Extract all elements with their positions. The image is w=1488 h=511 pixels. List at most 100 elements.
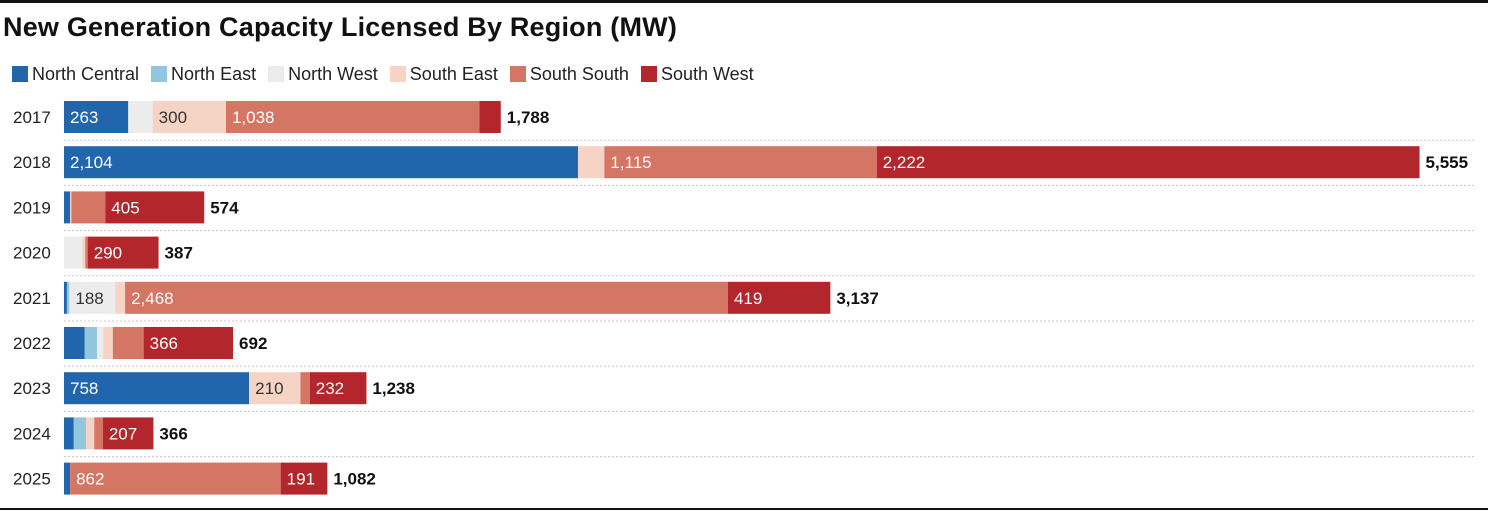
total-label-2025: 1,082 <box>333 470 376 489</box>
year-label-2019: 2019 <box>13 198 51 217</box>
legend-swatch <box>151 66 168 82</box>
legend-label: North Central <box>32 63 140 84</box>
legend-item-north-west: North West <box>268 64 378 85</box>
bar-segment-2021-south-west <box>727 281 831 314</box>
legend-item-north-central: North Central <box>12 64 139 85</box>
bar-segment-2018-north-central <box>64 146 578 179</box>
bar-segment-2023-south-west <box>309 372 367 405</box>
total-label-2022: 692 <box>239 334 267 353</box>
bar-segment-2024-north-central <box>64 417 74 450</box>
bar-segment-2018-south-south <box>604 146 877 179</box>
segment-label: 300 <box>159 108 187 127</box>
bar-segment-2024-south-south <box>94 417 103 450</box>
bar-segment-2024-south-east <box>85 417 95 450</box>
bar-segment-2023-south-east <box>249 372 301 405</box>
bar-segment-2018-south-east <box>577 146 605 179</box>
total-label-2019: 574 <box>210 198 239 217</box>
year-label-2018: 2018 <box>13 153 51 172</box>
bar-segment-2022-south-west <box>143 327 234 359</box>
legend-item-north-east: North East <box>151 64 256 85</box>
bar-segment-2017-south-east <box>152 101 226 133</box>
total-label-2023: 1,238 <box>372 379 415 398</box>
bar-segment-2020-south-east <box>82 236 86 269</box>
bar-segment-2024-north-east <box>73 417 86 450</box>
bar-segment-2018-south-west <box>876 146 1420 179</box>
legend-label: South South <box>529 63 629 84</box>
total-label-2021: 3,137 <box>836 289 879 308</box>
total-label-2017: 1,788 <box>507 108 550 127</box>
total-label-2018: 5,555 <box>1426 153 1469 172</box>
legend-item-south-south: South South <box>509 63 629 85</box>
legend: North Central North East North West South E… <box>12 62 766 86</box>
legend-label: South West <box>660 63 754 84</box>
bar-segment-2022-north-west <box>96 327 104 359</box>
bar-segment-2023-south-south <box>300 372 310 405</box>
legend-swatch <box>12 66 28 82</box>
bar-segment-2017-south-west <box>479 101 501 133</box>
segment-label: 1,038 <box>232 108 275 127</box>
bar-segment-2017-north-central <box>64 101 129 133</box>
segment-label: 188 <box>75 289 103 308</box>
segment-label: 419 <box>734 289 762 308</box>
year-label-2025: 2025 <box>13 470 51 489</box>
bar-segment-2021-north-central <box>64 281 67 314</box>
legend-swatch <box>640 66 657 82</box>
bar-chart: 2017 263 300 1,038 1,788 2018 2,104 1,115 2,222 5… <box>13 101 1474 495</box>
bar-segment-2022-south-south <box>112 327 144 359</box>
segment-label: 232 <box>316 379 344 398</box>
segment-label: 2,468 <box>131 289 174 308</box>
bar-segment-2023-north-central <box>64 372 250 405</box>
chart-title: New Generation Capacity Licensed By Regi… <box>3 12 678 42</box>
segment-label: 2,104 <box>70 153 113 172</box>
segment-label: 366 <box>150 334 178 353</box>
bar-segment-2019-south-south <box>71 191 106 224</box>
legend-swatch <box>389 66 406 82</box>
segment-label: 405 <box>111 198 139 217</box>
bar-segment-2025-south-south <box>70 462 281 495</box>
year-label-2020: 2020 <box>13 244 51 263</box>
legend-label: South East <box>409 63 498 84</box>
bar-segment-2019-south-east <box>70 191 72 224</box>
bar-segment-2022-north-east <box>84 327 97 359</box>
bar-segment-2021-north-east <box>66 281 70 314</box>
segment-label: 207 <box>109 424 137 443</box>
legend-label: North East <box>171 63 257 84</box>
segment-label: 758 <box>70 379 98 398</box>
total-label-2024: 366 <box>159 424 187 443</box>
segment-label: 862 <box>76 470 104 489</box>
total-label-2020: 387 <box>165 244 193 263</box>
year-label-2023: 2023 <box>13 379 51 398</box>
segment-label: 1,115 <box>610 153 651 172</box>
bar-segment-2020-south-west <box>87 236 159 269</box>
bar-segment-2017-south-south <box>225 101 480 133</box>
bar-segment-2020-north-west <box>64 236 83 269</box>
bar-segment-2017-north-west <box>128 101 153 133</box>
bar-segment-2021-south-south <box>125 281 728 314</box>
bottom-rule <box>0 508 1488 510</box>
segment-label: 210 <box>255 379 283 398</box>
bar-segment-2022-north-central <box>64 327 85 359</box>
segment-label: 191 <box>287 470 315 489</box>
segment-label: 2,222 <box>883 153 926 172</box>
legend-swatch <box>268 66 285 82</box>
bar-segment-2025-north-central <box>64 462 71 495</box>
year-label-2024: 2024 <box>13 424 51 443</box>
legend-swatch <box>509 66 526 82</box>
bar-segment-2022-south-east <box>103 327 113 359</box>
segment-label: 263 <box>70 108 98 127</box>
year-label-2022: 2022 <box>13 334 51 353</box>
bar-segment-2025-south-west <box>280 462 328 495</box>
legend-label: North West <box>288 63 378 84</box>
bar-segment-2020-south-south <box>85 236 88 269</box>
top-rule <box>0 0 1488 3</box>
legend-item-south-west: South West <box>640 63 754 85</box>
bar-segment-2021-north-west <box>69 281 116 314</box>
legend-item-south-east: South East <box>389 63 498 85</box>
year-label-2021: 2021 <box>13 289 51 308</box>
bar-segment-2019-south-west <box>105 191 205 224</box>
segment-label: 290 <box>94 244 122 263</box>
bar-segment-2024-south-west <box>102 417 154 450</box>
year-label-2017: 2017 <box>13 108 51 127</box>
bar-segment-2021-south-east <box>115 281 126 314</box>
bar-segment-2019-north-central <box>64 191 71 224</box>
